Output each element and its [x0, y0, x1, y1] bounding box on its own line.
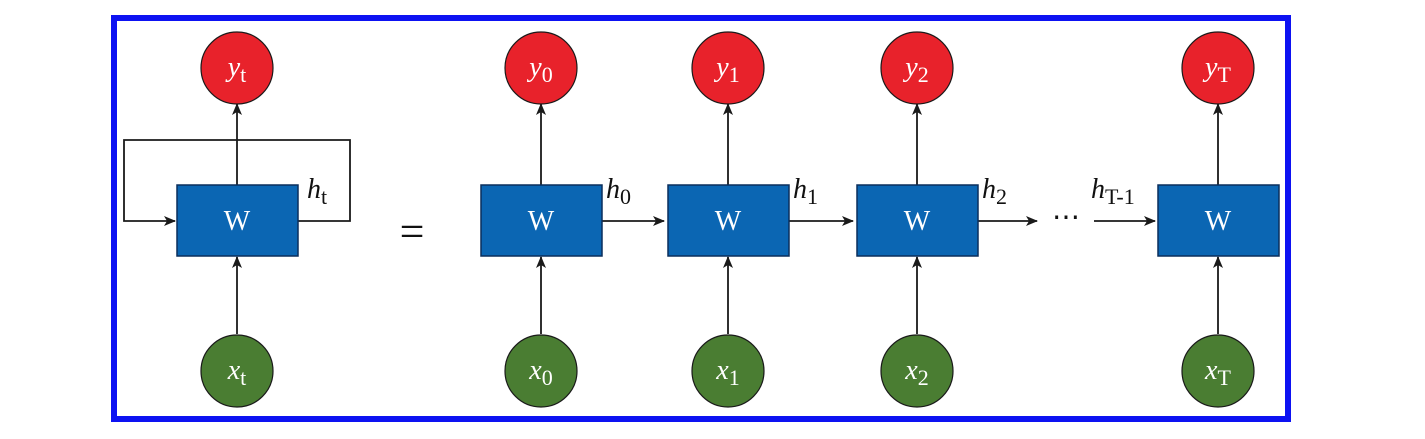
hidden-label-1: h1 — [793, 174, 818, 209]
folded-output-label: yt — [225, 52, 247, 87]
output-label-0: y0 — [526, 52, 552, 87]
unrolled-step-0: W y0 x0 h0 — [480, 31, 631, 408]
output-node-0 — [504, 31, 578, 105]
folded-output-node — [200, 31, 274, 105]
input-label-0: x0 — [528, 355, 552, 390]
recurrent-loop-edge — [123, 139, 351, 226]
ellipsis: ⋯ — [1052, 202, 1080, 233]
cell-0-label: W — [528, 206, 555, 237]
folded-input-node — [200, 334, 274, 408]
output-label-2: y2 — [902, 52, 928, 87]
input-label-2: x2 — [904, 355, 928, 390]
hidden-label-T-minus-1: hT-1 — [1091, 174, 1135, 209]
output-label-1: y1 — [713, 52, 739, 87]
folded-cell-label: W — [224, 206, 251, 237]
folded-cell — [176, 184, 299, 257]
output-node-2 — [880, 31, 954, 105]
input-node-2 — [880, 334, 954, 408]
unrolled-step-1: W y1 x1 h1 — [667, 31, 818, 408]
input-label-1: x1 — [715, 355, 739, 390]
cell-2 — [856, 184, 979, 257]
input-label-T: xT — [1204, 355, 1231, 390]
hidden-label-2: h2 — [982, 174, 1007, 209]
input-node-0 — [504, 334, 578, 408]
folded-rnn: W yt xt ht — [123, 31, 351, 408]
cell-T-label: W — [1205, 206, 1232, 237]
output-node-T — [1181, 31, 1255, 105]
unrolled-step-2: W y2 x2 h2 — [856, 31, 1007, 408]
cell-1-label: W — [715, 206, 742, 237]
cell-0 — [480, 184, 603, 257]
cell-1 — [667, 184, 790, 257]
folded-hidden-label: ht — [307, 174, 327, 209]
input-node-T — [1181, 334, 1255, 408]
equals-sign: = — [400, 207, 425, 256]
input-node-1 — [691, 334, 765, 408]
unrolled-step-T: W yT xT hT-1 — [1091, 31, 1280, 408]
diagram-frame — [111, 15, 1291, 422]
cell-T — [1157, 184, 1280, 257]
output-node-1 — [691, 31, 765, 105]
hidden-label-0: h0 — [606, 174, 631, 209]
output-label-T: yT — [1202, 52, 1231, 87]
cell-2-label: W — [904, 206, 931, 237]
folded-input-label: xt — [227, 355, 247, 390]
